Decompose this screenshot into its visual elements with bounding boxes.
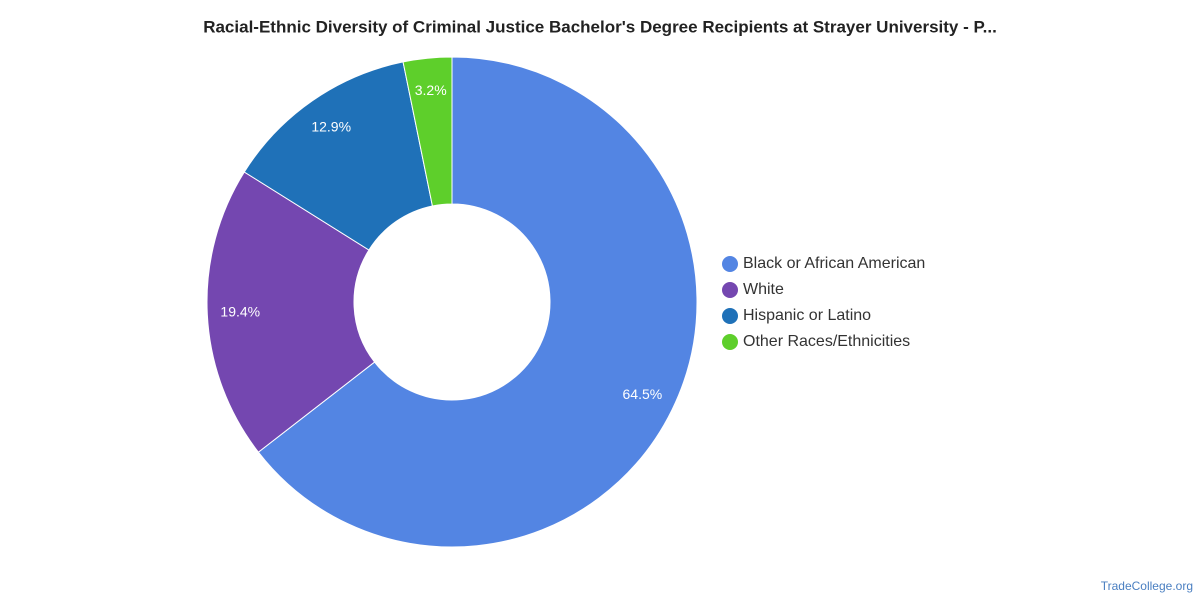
chart-title: Racial-Ethnic Diversity of Criminal Just… xyxy=(203,17,997,36)
legend-label: Hispanic or Latino xyxy=(743,307,871,324)
legend-swatch xyxy=(722,308,738,324)
slice-label: 3.2% xyxy=(415,82,447,98)
legend-swatch xyxy=(722,256,738,272)
slice-label: 12.9% xyxy=(311,118,351,134)
legend-label: White xyxy=(743,281,784,298)
legend-label: Black or African American xyxy=(743,255,925,272)
slice xyxy=(402,56,453,207)
slice-label: 19.4% xyxy=(220,303,260,319)
slice xyxy=(257,56,698,548)
slice-label: 64.5% xyxy=(623,386,663,402)
legend-swatch xyxy=(722,334,738,350)
slice xyxy=(206,171,376,453)
slice xyxy=(243,61,434,251)
legend-swatch xyxy=(722,282,738,298)
watermark: TradeCollege.org xyxy=(1101,579,1193,593)
legend-label: Other Races/Ethnicities xyxy=(743,333,910,350)
